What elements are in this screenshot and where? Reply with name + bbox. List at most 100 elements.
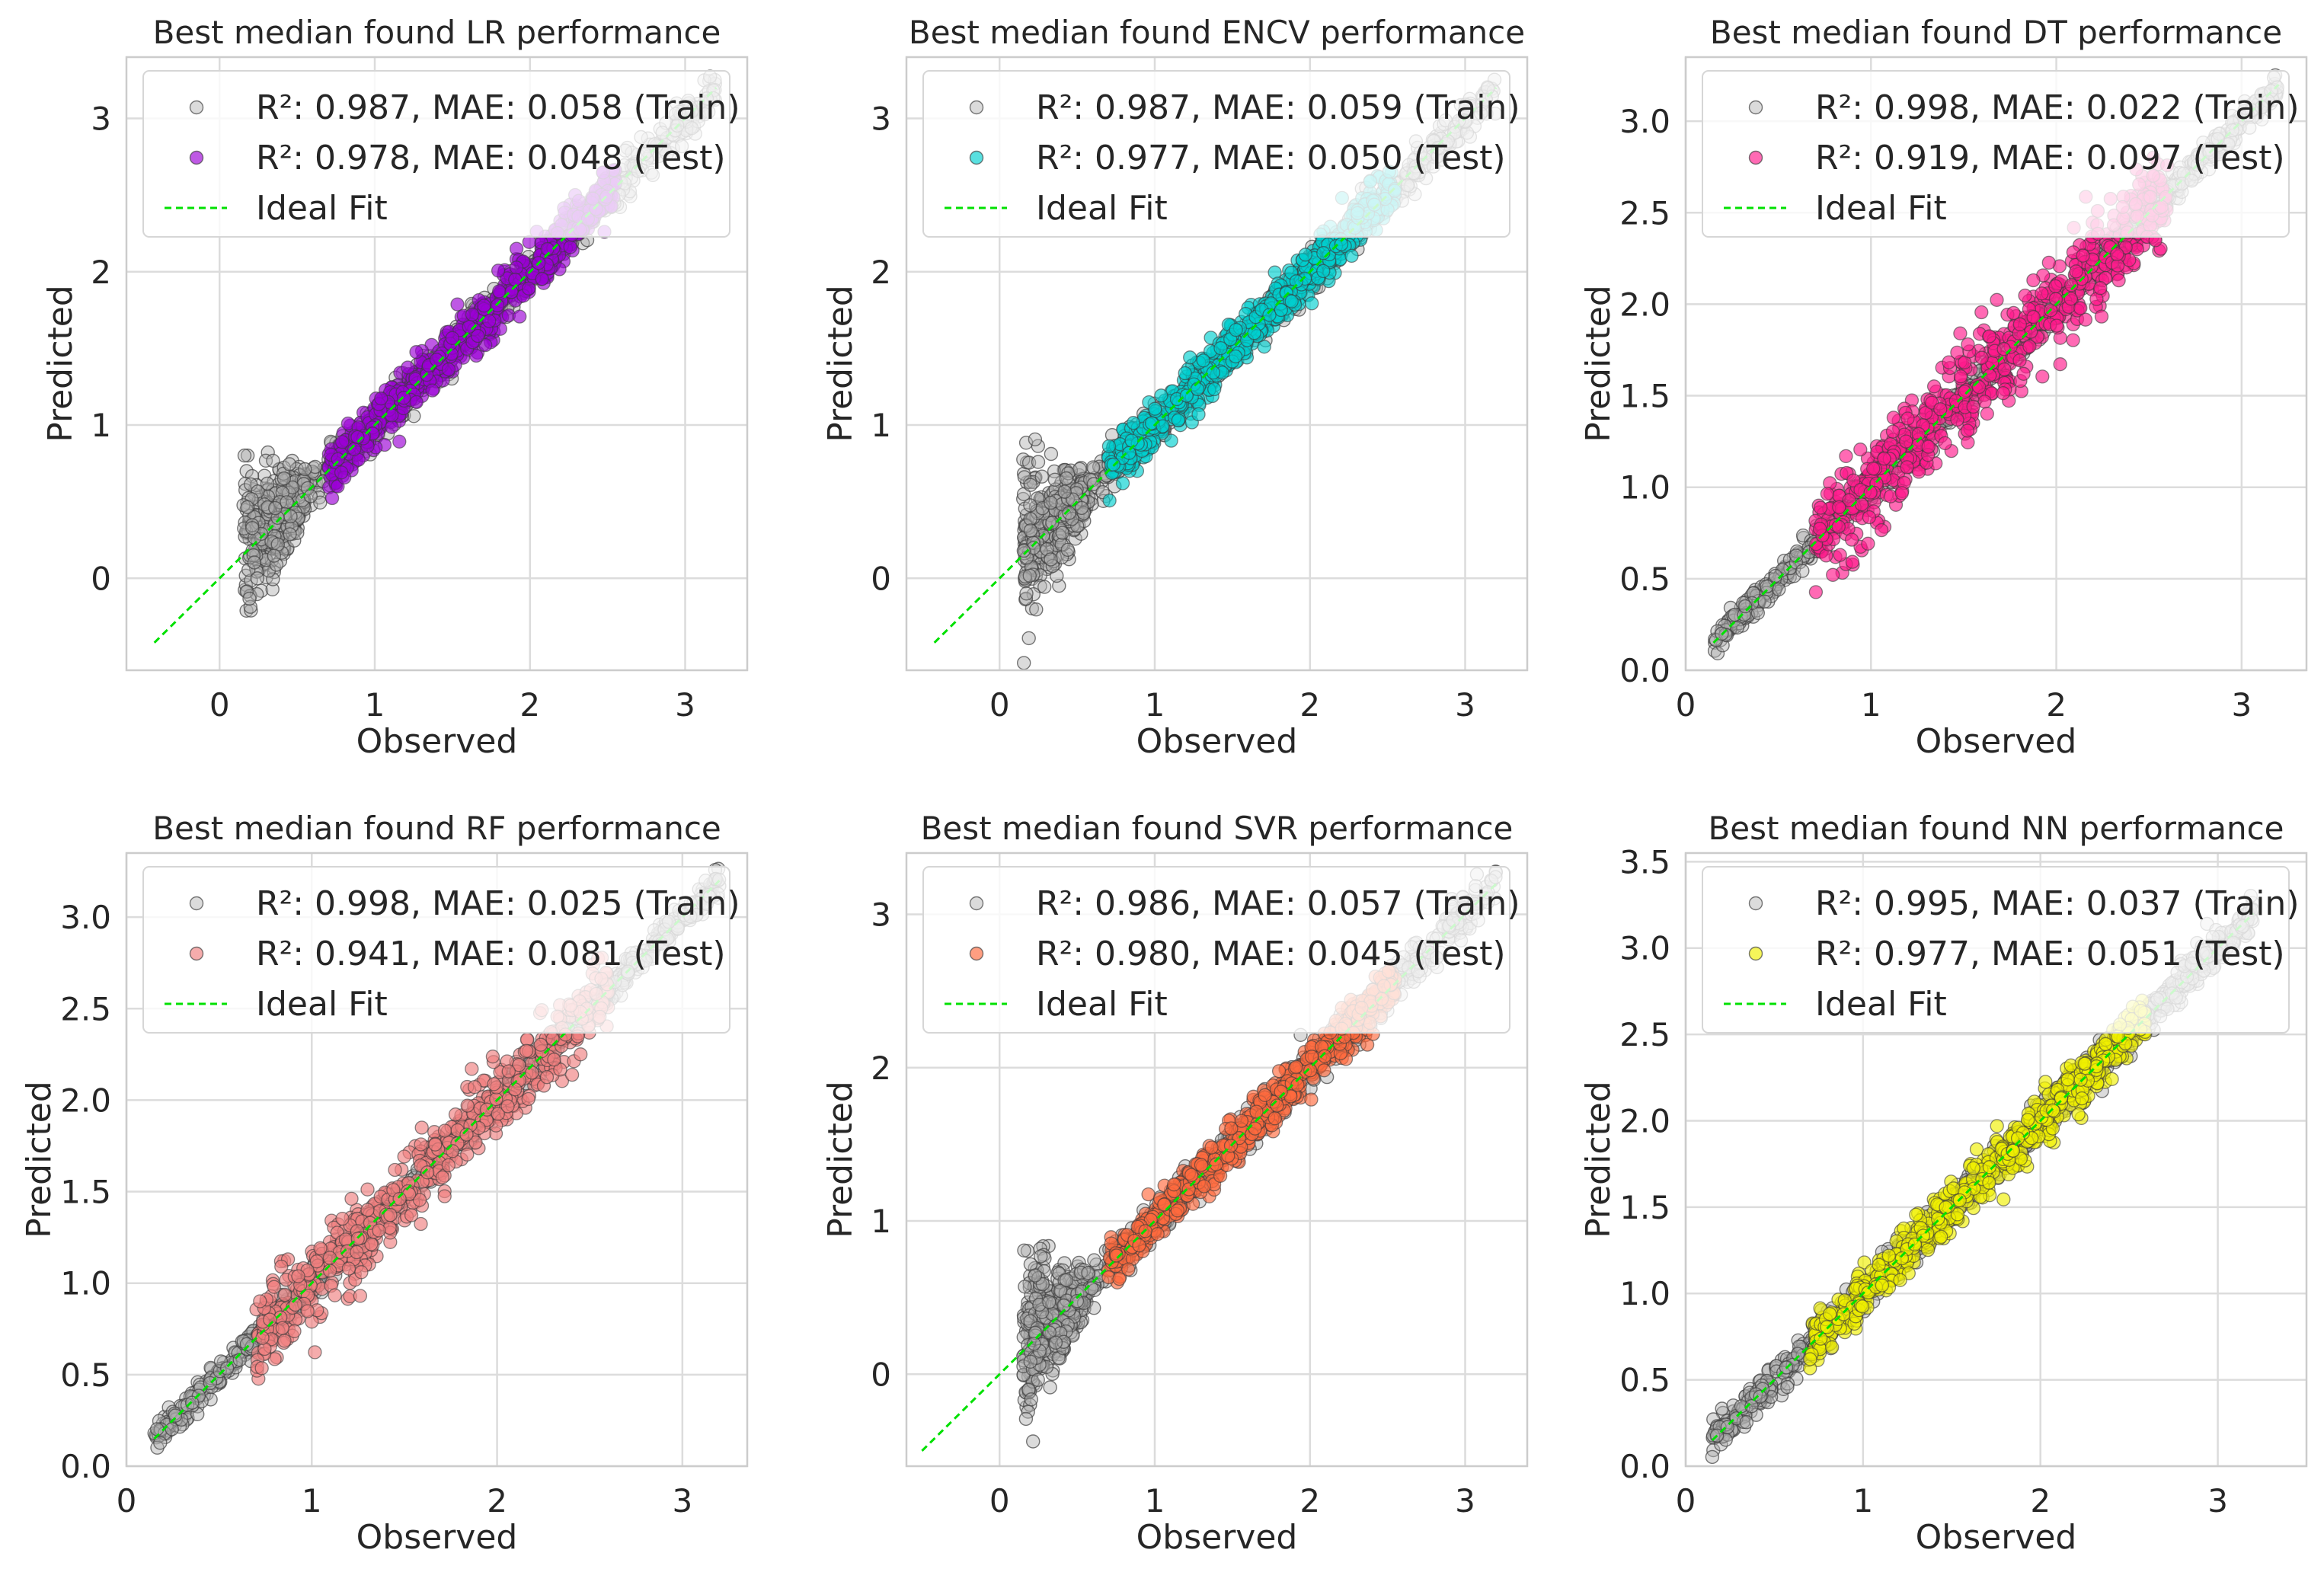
y-tick-label: 3.0 — [1619, 103, 1670, 140]
train-point — [1019, 586, 1034, 601]
train-point — [1085, 460, 1101, 475]
test-point — [1183, 350, 1197, 365]
y-tick-label: 1 — [91, 407, 111, 444]
legend-marker-test — [189, 150, 204, 165]
legend-marker-train — [189, 100, 204, 115]
test-point — [425, 383, 440, 398]
test-point — [1853, 443, 1868, 457]
train-point — [1016, 656, 1031, 670]
test-point — [1124, 433, 1139, 448]
train-point — [300, 481, 315, 496]
test-point — [374, 391, 388, 406]
test-point — [477, 299, 491, 313]
train-point — [1034, 469, 1050, 484]
train-point — [1055, 526, 1070, 540]
test-point — [1900, 460, 1914, 475]
train-point — [313, 495, 328, 510]
test-point — [2012, 353, 2027, 368]
test-point — [1862, 510, 1877, 525]
train-point — [241, 562, 256, 577]
test-point — [1229, 322, 1243, 337]
train-point — [277, 471, 292, 486]
test-point — [1996, 342, 2011, 356]
test-point — [385, 420, 399, 434]
train-point — [267, 548, 281, 563]
test-point — [409, 345, 424, 359]
train-point — [1795, 564, 1810, 578]
test-point — [350, 430, 365, 445]
test-point — [1874, 522, 1889, 538]
test-point — [1885, 424, 1900, 439]
train-point — [1021, 631, 1036, 646]
test-point — [1926, 379, 1942, 394]
test-point — [1826, 567, 1840, 582]
test-point — [1115, 476, 1130, 491]
test-point — [2093, 281, 2108, 296]
test-point — [2111, 273, 2126, 288]
test-point — [2053, 357, 2067, 372]
test-point — [2048, 279, 2063, 293]
test-point — [1953, 369, 1968, 384]
train-point — [1023, 478, 1038, 492]
test-point — [1899, 434, 1913, 449]
train-point — [268, 500, 283, 516]
chart-title: Best median found ENCV performance — [909, 14, 1525, 51]
train-point — [258, 453, 273, 468]
train-point — [1022, 568, 1037, 583]
x-tick-label: 0 — [989, 686, 1010, 724]
test-point — [471, 328, 485, 344]
x-tick-label: 2 — [2046, 686, 2067, 724]
train-point — [1023, 523, 1038, 538]
test-point — [441, 362, 456, 377]
test-point — [450, 297, 465, 312]
legend-label-test: R²: 0.978, MAE: 0.048 (Test) — [256, 139, 726, 177]
train-point — [250, 586, 264, 602]
x-tick-label: 3 — [1455, 686, 1475, 724]
test-point — [1996, 386, 2010, 401]
test-point — [1861, 536, 1875, 551]
train-point — [280, 495, 294, 510]
test-point — [1832, 500, 1846, 515]
x-tick-label: 1 — [365, 686, 385, 724]
test-point — [324, 491, 340, 506]
test-points — [321, 163, 622, 506]
x-axis-label: Observed — [356, 722, 518, 761]
test-point — [563, 240, 577, 254]
train-point — [1023, 512, 1037, 526]
y-tick-label: 2.0 — [1619, 286, 1670, 323]
x-tick-label: 3 — [675, 686, 695, 724]
test-point — [1171, 413, 1185, 427]
test-point — [2094, 309, 2109, 324]
train-point — [236, 498, 251, 513]
test-point — [1178, 366, 1192, 381]
x-tick-label: 1 — [1861, 686, 1881, 724]
test-point — [522, 281, 536, 296]
axes-frame — [125, 56, 749, 672]
test-point — [1961, 435, 1975, 449]
y-tick-label: 0 — [91, 560, 111, 597]
train-point — [1044, 552, 1058, 567]
test-point — [2069, 264, 2083, 279]
train-point — [274, 545, 289, 560]
train-point — [261, 500, 275, 515]
test-point — [1877, 452, 1891, 466]
test-point — [2035, 286, 2049, 301]
train-point — [295, 493, 310, 507]
train-point — [1060, 542, 1076, 558]
train-point — [283, 509, 298, 524]
train-point — [296, 477, 311, 491]
train-point — [246, 548, 261, 563]
legend-marker-train — [969, 100, 984, 115]
test-point — [2018, 288, 2032, 303]
train-point — [266, 572, 280, 586]
test-point — [334, 465, 349, 480]
test-point — [1938, 436, 1952, 451]
test-point — [1228, 349, 1243, 364]
y-tick-label: 2 — [871, 254, 891, 291]
chart-dt: 0 1 2 30.00.51.01.52.02.53.0ObservedPredict… — [1579, 14, 2308, 761]
test-point — [1154, 388, 1168, 403]
test-point — [2041, 255, 2056, 270]
test-point — [2076, 248, 2090, 263]
y-tick-label: 3 — [91, 101, 111, 138]
